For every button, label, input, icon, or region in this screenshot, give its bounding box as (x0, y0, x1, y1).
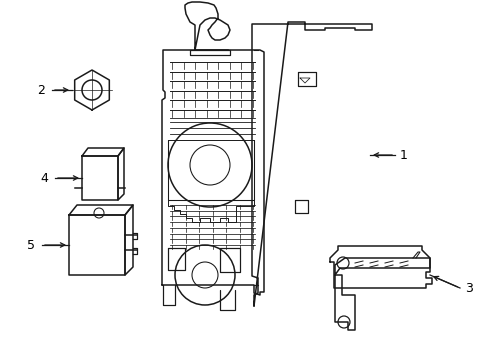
Text: 1: 1 (399, 149, 407, 162)
Text: 2: 2 (37, 84, 45, 96)
Text: 5: 5 (27, 239, 35, 252)
Text: 4: 4 (40, 171, 48, 185)
Text: 3: 3 (464, 282, 472, 294)
